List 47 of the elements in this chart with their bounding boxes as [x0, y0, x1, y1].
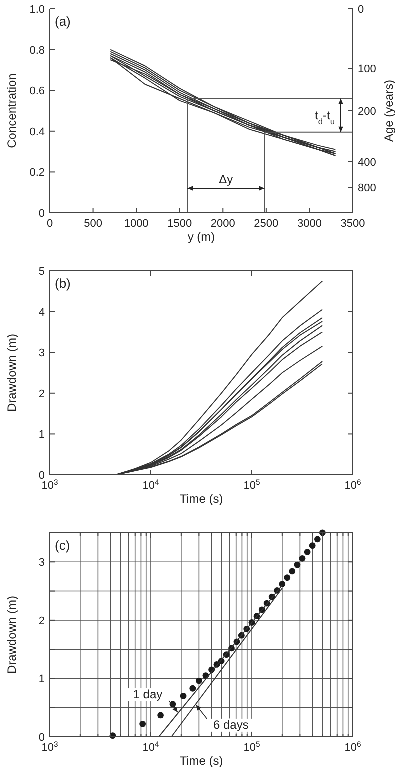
- annotation: (a): [55, 14, 71, 29]
- x-tick-label: 2500: [254, 218, 279, 230]
- x-axis-title: Time (s): [180, 492, 224, 506]
- y-tick-label: 1: [38, 674, 45, 686]
- category-label: 800: [358, 182, 376, 194]
- annotation: Δy: [219, 172, 234, 187]
- annotation: 1 day: [133, 688, 163, 702]
- annotation: (b): [55, 276, 71, 291]
- x-tick-label: 3500: [340, 218, 366, 230]
- y-tick-label: 5: [38, 266, 45, 278]
- x-tick-label: 10$^{5}$: [244, 478, 260, 492]
- x-tick-label: 1500: [168, 218, 192, 230]
- y-tick-label: 1.0: [30, 4, 45, 16]
- x-tick-label: 1000: [124, 218, 149, 230]
- x-tick-label: 3000: [297, 218, 322, 230]
- y-tick-label: 4: [38, 306, 45, 319]
- y-tick-label: 2: [38, 388, 45, 400]
- y-axis-title: Drawdown (m): [5, 596, 19, 674]
- y-tick-label: 3: [38, 348, 45, 360]
- y-tick-label: 1: [38, 429, 45, 442]
- x-tick-label: 10$^{6}$: [344, 478, 362, 492]
- x-tick-label: 0: [46, 218, 54, 230]
- category-label: 0: [358, 4, 364, 16]
- y-tick-label: 0: [38, 208, 45, 220]
- y-tick-label: 3: [38, 557, 45, 570]
- x-tick-label: 10$^{5}$: [244, 740, 260, 754]
- annotation: 6 days: [213, 718, 249, 732]
- y-tick-label: 0.2: [30, 167, 45, 180]
- category-label: 400: [358, 157, 376, 169]
- category-label: 200: [358, 106, 376, 118]
- x-tick-label: 2000: [210, 218, 236, 230]
- category-label: 100: [358, 64, 376, 76]
- x-tick-label: 10$^{4}$: [142, 478, 160, 492]
- y2-axis-title: Age (years): [382, 80, 396, 142]
- y-tick-label: 0.6: [30, 86, 45, 98]
- y-axis-title: Concentration: [5, 74, 19, 148]
- annotation: (c): [55, 538, 70, 553]
- x-tick-label: 500: [84, 218, 102, 230]
- x-axis-title: Time (s): [180, 754, 224, 768]
- y-tick-label: 0.8: [30, 44, 45, 57]
- annotation: t$_{d}$-t$_{u}$: [314, 108, 336, 127]
- y-axis-title: Drawdown (m): [5, 334, 19, 412]
- y-tick-label: 0.4: [30, 126, 45, 138]
- x-tick-label: 10$^{4}$: [142, 740, 160, 754]
- y-tick-label: 2: [38, 615, 45, 628]
- x-axis-title: y (m): [188, 230, 216, 244]
- x-tick-label: 10$^{6}$: [344, 740, 362, 754]
